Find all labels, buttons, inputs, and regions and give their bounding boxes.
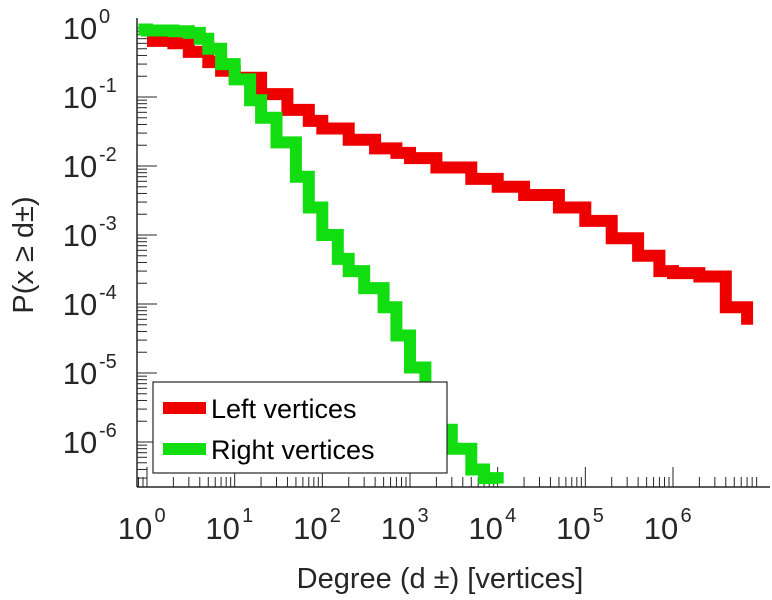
x-tick-exp: 1 [242,505,253,527]
y-tick-label: 10 -6 [63,420,117,460]
y-tick-exp: -2 [99,144,117,166]
x-tick-base: 10 [293,511,327,546]
y-tick-exp: -3 [99,213,117,235]
x-tick-exp: 0 [154,505,165,527]
y-tick-base: 10 [63,80,97,115]
x-tick-base: 10 [556,511,590,546]
x-tick-label: 10 2 [293,505,341,546]
y-axis-label: P(x ≥ d±) [8,196,40,313]
x-tick-base: 10 [644,511,678,546]
x-tick-label: 10 1 [205,505,253,546]
y-tick-exp: -5 [99,351,117,373]
y-tick-base: 10 [63,11,97,46]
x-tick-base: 10 [205,511,239,546]
x-axis-label: Degree (d ±) [vertices] [297,563,584,595]
x-tick-label: 10 3 [381,505,429,546]
x-tick-base: 10 [118,511,152,546]
y-tick-label: 10 0 [63,6,110,46]
x-tick-base: 10 [381,511,415,546]
x-tick-exp: 6 [680,505,691,527]
legend-label-right: Right vertices [211,435,375,465]
y-tick-exp: -6 [99,420,117,442]
y-tick-label: 10 -3 [63,213,117,253]
y-tick-base: 10 [63,149,97,184]
legend-box [152,381,448,474]
x-tick-label: 10 5 [556,505,604,546]
y-tick-exp: 0 [99,6,110,28]
x-tick-exp: 3 [417,505,428,527]
y-tick-base: 10 [63,356,97,391]
y-tick-exp: -4 [99,282,117,304]
legend-label-left: Left vertices [211,394,357,424]
y-tick-base: 10 [63,218,97,253]
y-tick-base: 10 [63,425,97,460]
x-tick-exp: 4 [505,505,516,527]
x-tick-exp: 5 [593,505,604,527]
y-tick-label: 10 -2 [63,144,117,184]
y-tick-label: 10 -4 [63,282,117,322]
x-tick-label: 10 4 [468,505,516,546]
axes [136,18,770,488]
x-tick-label: 10 0 [118,505,166,546]
y-tick-base: 10 [63,287,97,322]
y-tick-label: 10 -5 [63,351,117,391]
y-tick-label: 10 -1 [63,75,117,115]
tick-labels: 10 0 10 1 10 2 10 3 10 4 10 5 10 610 010 -110 -210 -310 -4… [63,6,692,546]
y-tick-exp: -1 [99,75,117,97]
axis-ticks [137,27,758,487]
x-tick-base: 10 [468,511,502,546]
legend: Left vertices Right vertices [152,381,448,474]
x-tick-label: 10 6 [644,505,692,546]
x-tick-exp: 2 [330,505,341,527]
